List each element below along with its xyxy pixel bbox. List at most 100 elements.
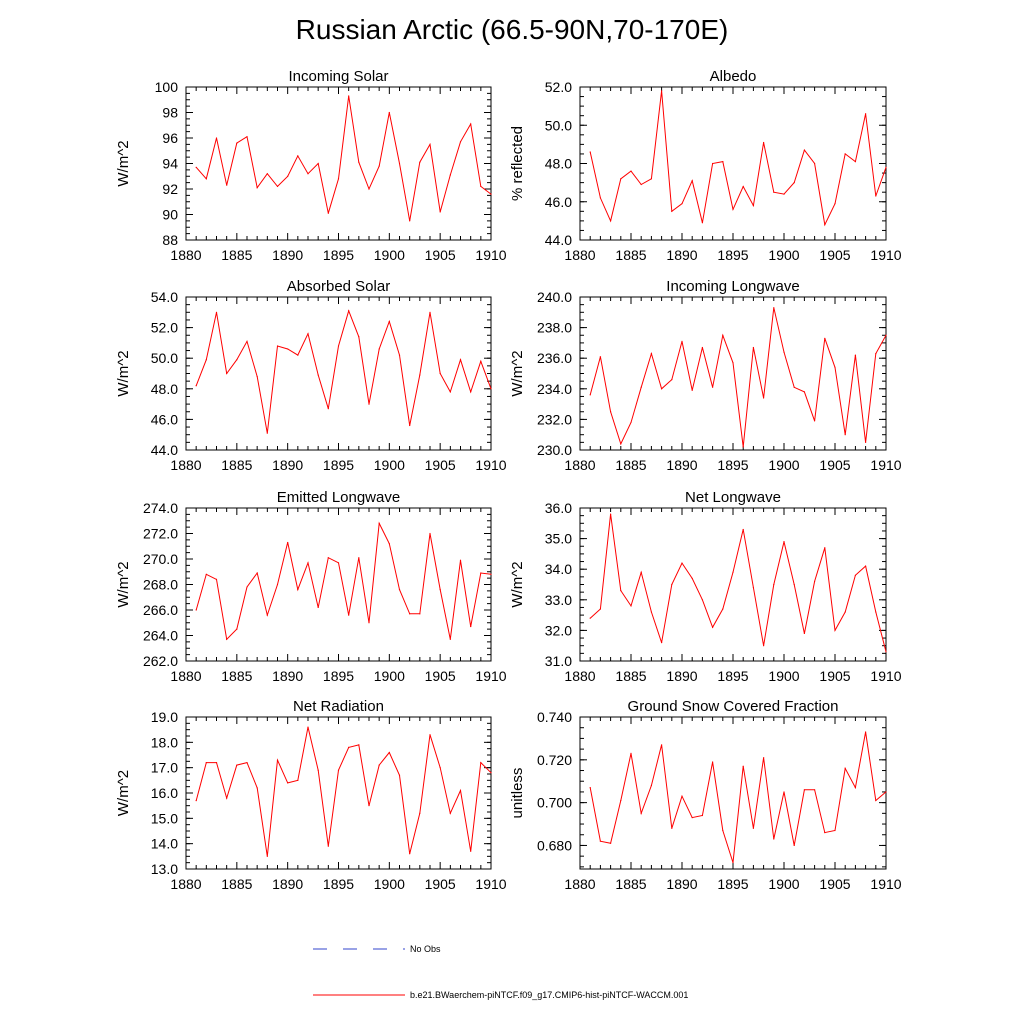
x-tick-label: 1880 — [170, 876, 201, 892]
data-point — [449, 638, 451, 640]
plot-frame — [579, 716, 887, 870]
panel-title: Emitted Longwave — [277, 489, 400, 506]
data-point — [732, 571, 734, 573]
data-point — [398, 774, 401, 776]
x-tick-label: 1900 — [374, 668, 405, 684]
y-tick-label: 270.0 — [143, 551, 178, 567]
data-point — [236, 142, 238, 144]
data-point — [490, 388, 492, 390]
x-tick-label: 1895 — [717, 876, 748, 892]
y-tick-label: 0.680 — [537, 837, 572, 853]
x-tick-label: 1895 — [717, 668, 748, 684]
data-point — [236, 359, 238, 361]
data-point — [640, 183, 642, 186]
data-point — [732, 208, 734, 210]
data-point — [712, 626, 714, 628]
x-tick-label: 1910 — [870, 247, 901, 263]
data-point — [722, 829, 724, 832]
data-series-line — [589, 90, 887, 227]
data-point — [368, 403, 370, 405]
x-tick-label: 1910 — [475, 876, 506, 892]
y-tick-label: 238.0 — [537, 320, 572, 336]
data-point — [459, 789, 462, 792]
data-point — [691, 577, 693, 579]
data-point — [742, 765, 744, 767]
panel-title: Absorbed Solar — [287, 278, 390, 295]
x-tick-label: 1900 — [374, 876, 405, 892]
data-point — [337, 769, 340, 771]
data-point — [368, 622, 370, 624]
data-point — [671, 379, 673, 381]
data-point — [297, 589, 299, 591]
data-point — [480, 185, 482, 188]
legend: No Obs b.e21.BWaerchem-piNTCF.f09_g17.CM… — [313, 944, 688, 1000]
data-point — [783, 541, 785, 543]
x-tick-label: 1880 — [564, 247, 595, 263]
data-point — [317, 162, 319, 165]
data-point — [215, 137, 218, 139]
x-tick-label: 1905 — [819, 457, 850, 473]
data-point — [599, 197, 602, 199]
data-point — [671, 827, 673, 829]
chart-panel: Net Radiation 1880 1885 1890 1895 1900 1905 191… — [115, 698, 507, 892]
x-tick-label: 1900 — [374, 457, 405, 473]
x-tick-label: 1905 — [425, 247, 456, 263]
data-point — [722, 608, 724, 610]
x-tick-label: 1890 — [666, 247, 697, 263]
x-tick-label: 1885 — [615, 457, 646, 473]
data-point — [409, 613, 411, 615]
y-axis-label: % reflected — [509, 126, 526, 201]
data-point — [752, 204, 755, 207]
data-point — [409, 424, 411, 427]
x-tick-label: 1885 — [221, 457, 252, 473]
data-point — [803, 391, 806, 393]
data-point — [226, 638, 228, 640]
data-point — [712, 761, 714, 763]
panel-title: Ground Snow Covered Fraction — [628, 698, 839, 715]
data-point — [215, 762, 218, 764]
data-point — [388, 543, 390, 545]
data-point — [752, 346, 755, 349]
data-point — [429, 532, 431, 535]
x-tick-label: 1900 — [374, 247, 405, 263]
x-tick-label: 1900 — [768, 876, 799, 892]
y-tick-label: 232.0 — [537, 411, 572, 427]
data-point — [681, 340, 683, 342]
data-point — [419, 812, 421, 814]
y-tick-label: 236.0 — [537, 350, 572, 366]
data-point — [824, 547, 826, 549]
data-point — [599, 356, 602, 358]
data-point — [661, 90, 663, 92]
data-point — [246, 340, 248, 342]
x-tick-label: 1910 — [870, 668, 901, 684]
data-point — [865, 731, 867, 733]
data-point — [195, 609, 197, 611]
data-point — [701, 346, 704, 349]
data-point — [885, 334, 887, 336]
chart-panel: Incoming Solar 1880 1885 1890 1895 1900 1905 19… — [115, 68, 507, 263]
data-point — [803, 149, 806, 151]
x-tick-label: 1895 — [717, 247, 748, 263]
data-point — [378, 165, 380, 167]
y-tick-label: 230.0 — [537, 442, 572, 458]
data-point — [327, 408, 329, 410]
data-series-line — [589, 307, 887, 447]
data-point — [732, 362, 734, 364]
y-tick-label: 234.0 — [537, 381, 572, 397]
data-point — [470, 123, 472, 125]
x-tick-label: 1890 — [666, 457, 697, 473]
y-tick-label: 0.740 — [537, 709, 572, 725]
data-point — [348, 614, 350, 616]
data-point — [470, 391, 472, 393]
x-tick-label: 1890 — [666, 876, 697, 892]
data-point — [236, 628, 238, 630]
x-tick-label: 1885 — [221, 247, 252, 263]
data-point — [793, 844, 795, 847]
data-point — [205, 178, 207, 180]
data-point — [783, 193, 785, 195]
data-point — [348, 310, 350, 312]
y-tick-label: 18.0 — [151, 734, 178, 750]
data-point — [449, 391, 451, 393]
data-point — [650, 178, 653, 180]
data-point — [246, 586, 248, 588]
